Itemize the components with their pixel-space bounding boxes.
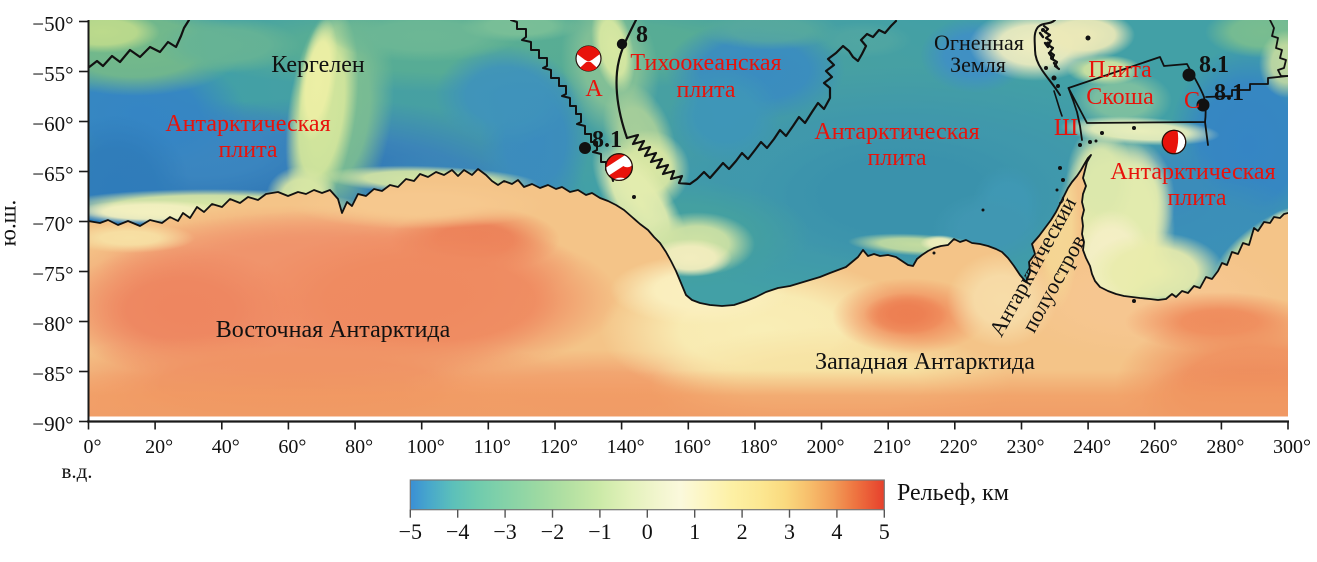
- svg-text:Рельеф, км: Рельеф, км: [897, 480, 1009, 506]
- svg-text:160°: 160°: [673, 436, 711, 458]
- svg-text:−85°: −85°: [32, 362, 73, 386]
- svg-text:Антарктическая: Антарктическая: [165, 111, 330, 137]
- svg-text:260°: 260°: [1140, 436, 1178, 458]
- svg-text:5: 5: [879, 519, 890, 544]
- svg-text:8: 8: [636, 22, 648, 48]
- svg-text:−4: −4: [446, 519, 469, 544]
- svg-text:плита: плита: [676, 77, 735, 103]
- svg-text:4: 4: [831, 519, 842, 544]
- svg-text:40°: 40°: [212, 436, 240, 458]
- svg-text:−75°: −75°: [32, 262, 73, 286]
- svg-text:−70°: −70°: [32, 212, 73, 236]
- svg-text:140°: 140°: [607, 436, 645, 458]
- svg-text:Ш: Ш: [1054, 115, 1078, 141]
- svg-text:Скоша: Скоша: [1086, 84, 1154, 110]
- svg-text:Тихоокеанская: Тихоокеанская: [630, 50, 781, 76]
- svg-text:Восточная Антарктида: Восточная Антарктида: [216, 317, 451, 343]
- svg-text:110°: 110°: [474, 436, 511, 458]
- svg-text:8.1: 8.1: [1199, 52, 1229, 78]
- svg-text:Антарктическая: Антарктическая: [814, 119, 979, 145]
- svg-text:210°: 210°: [873, 436, 911, 458]
- svg-text:8.1: 8.1: [592, 127, 622, 153]
- svg-text:3: 3: [784, 519, 795, 544]
- svg-text:−5: −5: [399, 519, 422, 544]
- svg-text:200°: 200°: [807, 436, 845, 458]
- svg-text:2: 2: [737, 519, 748, 544]
- svg-text:ю.ш.: ю.ш.: [0, 200, 21, 246]
- svg-text:0: 0: [642, 519, 653, 544]
- svg-text:−2: −2: [541, 519, 564, 544]
- svg-text:20°: 20°: [145, 436, 173, 458]
- svg-text:С: С: [1184, 88, 1200, 114]
- svg-text:120°: 120°: [540, 436, 578, 458]
- svg-text:280°: 280°: [1206, 436, 1244, 458]
- svg-text:Земля: Земля: [950, 52, 1006, 77]
- svg-text:Антарктическая: Антарктическая: [1110, 159, 1275, 185]
- svg-text:−80°: −80°: [32, 312, 73, 336]
- svg-text:−65°: −65°: [32, 162, 73, 186]
- svg-text:Западная Антарктида: Западная Антарктида: [815, 349, 1035, 375]
- svg-text:100°: 100°: [407, 436, 445, 458]
- svg-text:плита: плита: [1167, 185, 1226, 211]
- svg-text:А: А: [585, 76, 603, 102]
- svg-text:300°: 300°: [1273, 436, 1311, 458]
- svg-text:Кергелен: Кергелен: [271, 52, 365, 78]
- svg-text:1: 1: [689, 519, 700, 544]
- svg-text:180°: 180°: [740, 436, 778, 458]
- svg-text:−55°: −55°: [32, 62, 73, 86]
- svg-text:плита: плита: [218, 137, 277, 163]
- svg-text:−1: −1: [588, 519, 611, 544]
- svg-text:−50°: −50°: [32, 12, 73, 36]
- svg-text:0°: 0°: [84, 436, 102, 458]
- svg-text:Огненная: Огненная: [934, 30, 1024, 55]
- svg-text:−3: −3: [493, 519, 516, 544]
- svg-text:60°: 60°: [278, 436, 306, 458]
- svg-text:в.д.: в.д.: [61, 459, 92, 483]
- svg-text:плита: плита: [867, 145, 926, 171]
- svg-text:220°: 220°: [940, 436, 978, 458]
- svg-text:80°: 80°: [345, 436, 373, 458]
- svg-text:−90°: −90°: [32, 412, 73, 436]
- svg-text:−60°: −60°: [32, 112, 73, 136]
- svg-text:Плита: Плита: [1088, 57, 1152, 83]
- svg-text:8.1: 8.1: [1214, 80, 1244, 106]
- svg-text:230°: 230°: [1007, 436, 1045, 458]
- svg-text:240°: 240°: [1073, 436, 1111, 458]
